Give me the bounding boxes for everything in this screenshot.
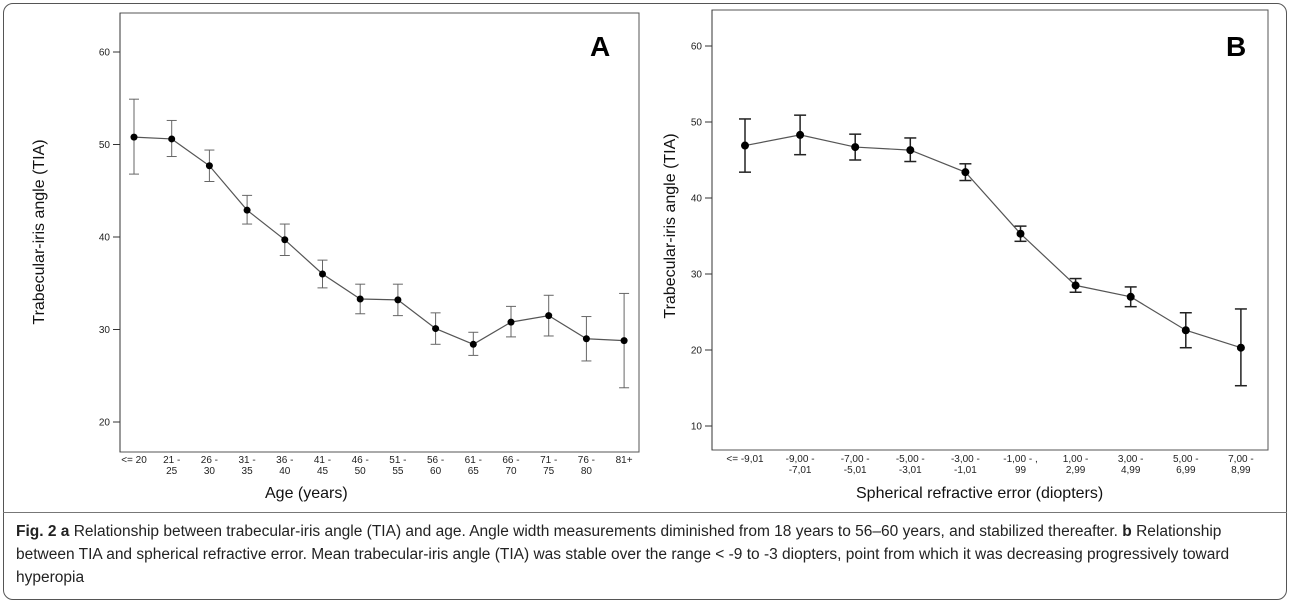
panel-b-x-tick-label: 3,00 -4,99	[1118, 454, 1144, 476]
panel-b-x-tick-label: <= -9,01	[726, 454, 764, 465]
panel-a-x-tick-label: 51 -55	[389, 455, 406, 477]
panel-b-y-tick-label: 30	[691, 270, 703, 281]
caption-b-text: Relationship between TIA and spherical r…	[16, 523, 1230, 586]
panel-b-series-line	[744, 134, 1242, 349]
panel-a-data-point	[168, 135, 176, 143]
figure-frame	[3, 3, 1287, 600]
panel-a-data-point	[243, 206, 251, 214]
panel-a-data-point	[507, 318, 515, 326]
panel-b-x-tick-label: 7,00 -8,99	[1228, 454, 1254, 476]
panel-b-chart: B Spherical refractive error (diopters) …	[662, 9, 1269, 502]
panel-a-data-point	[394, 296, 402, 304]
panel-a-x-tick-label: 71 -75	[540, 455, 557, 477]
panel-a-data-point	[130, 133, 138, 141]
panel-a-x-tick-label: 66 -70	[502, 455, 519, 477]
panel-b-x-tick-label: -5,00 --3,01	[896, 454, 925, 476]
panel-b-x-tick-label: -7,00 --5,01	[841, 454, 870, 476]
panel-b-x-tick-label: -3,00 --1,01	[951, 454, 980, 476]
panel-a-data-point	[319, 270, 326, 278]
panel-b-plot-frame	[711, 9, 1269, 451]
panel-b-y-tick-label: 60	[691, 42, 703, 53]
panel-b-data-point	[741, 141, 749, 150]
panel-b-data-point	[1236, 343, 1245, 352]
panel-b-data-point	[1016, 229, 1025, 238]
panel-b-x-axis-title: Spherical refractive error (diopters)	[856, 485, 1103, 502]
figure-charts: A Age (years) Trabecular-iris angle (TIA…	[31, 9, 1269, 502]
panel-a-label: A	[590, 31, 610, 62]
panel-b-x-tick-label: 1,00 -2,99	[1063, 454, 1089, 476]
panel-a-data-point	[205, 162, 213, 170]
caption-b-label: b	[1122, 523, 1132, 540]
panel-a-x-tick-label: 41 -45	[314, 455, 331, 477]
panel-a-y-tick-label: 50	[99, 140, 111, 151]
panel-a-x-axis-title: Age (years)	[265, 485, 348, 502]
panel-a-x-tick-label: 31 -35	[238, 455, 255, 477]
panel-b-y-tick-label: 20	[691, 346, 703, 357]
panel-b-y-tick-label: 50	[691, 118, 703, 129]
panel-b-data-point	[851, 143, 860, 152]
panel-a-data-point	[582, 335, 590, 343]
panel-a-series-line	[133, 136, 625, 345]
caption-figure-label: Fig. 2	[16, 523, 57, 540]
panel-b-data-point	[906, 146, 915, 155]
panel-a-x-tick-label: 46 -50	[352, 455, 369, 477]
panel-a-data-point	[469, 340, 477, 348]
panel-a-x-tick-label: 26 -30	[201, 455, 218, 477]
panel-a-y-tick-label: 20	[99, 418, 111, 429]
panel-a-y-tick-label: 60	[99, 48, 111, 59]
panel-a-data-point	[620, 337, 628, 345]
caption-divider	[3, 512, 1287, 513]
panel-a-y-axis-title: Trabecular-iris angle (TIA)	[31, 139, 48, 324]
panel-a-x-tick-label: 56 -60	[427, 455, 444, 477]
panel-a-y-tick-label: 30	[99, 325, 111, 336]
panel-a-x-tick-label: 61 -65	[465, 455, 482, 477]
caption-a-label: a	[60, 523, 70, 540]
panel-a-x-tick-label: 81+	[616, 455, 633, 466]
panel-b-x-tick-label: 5,00 -6,99	[1173, 454, 1199, 476]
panel-a-x-tick-label: <= 20	[121, 455, 147, 466]
figure-caption: Fig. 2 a Relationship between trabecular…	[16, 520, 1276, 589]
panel-b-x-tick-label: -1,00 - , 99	[1003, 454, 1037, 476]
panel-b-x-tick-label: -9,00 --7,01	[786, 454, 815, 476]
panel-b-data-point	[961, 168, 970, 177]
panel-a-y-tick-label: 40	[99, 233, 111, 244]
panel-a-data-point	[432, 325, 440, 333]
panel-b-data-point	[1126, 292, 1135, 301]
panel-b-y-tick-label: 40	[691, 194, 703, 205]
panel-a-data-point	[356, 295, 364, 303]
panel-b-data-point	[1071, 281, 1080, 290]
panel-a-chart: A Age (years) Trabecular-iris angle (TIA…	[31, 12, 640, 502]
caption-a-text: Relationship between trabecular-iris ang…	[73, 523, 1118, 540]
panel-b-y-axis-title: Trabecular-iris angle (TIA)	[662, 133, 679, 318]
panel-a-x-tick-label: 76 -80	[578, 455, 595, 477]
panel-a-x-tick-label: 36 -40	[276, 455, 293, 477]
panel-a-data-point	[545, 312, 553, 320]
panel-a-x-tick-label: 21 -25	[163, 455, 180, 477]
panel-b-data-point	[1181, 326, 1190, 335]
panel-b-data-point	[796, 130, 805, 139]
panel-b-label: B	[1226, 31, 1246, 62]
panel-b-y-tick-label: 10	[691, 422, 703, 433]
panel-a-plot-frame	[119, 12, 640, 453]
panel-a-data-point	[281, 236, 289, 244]
